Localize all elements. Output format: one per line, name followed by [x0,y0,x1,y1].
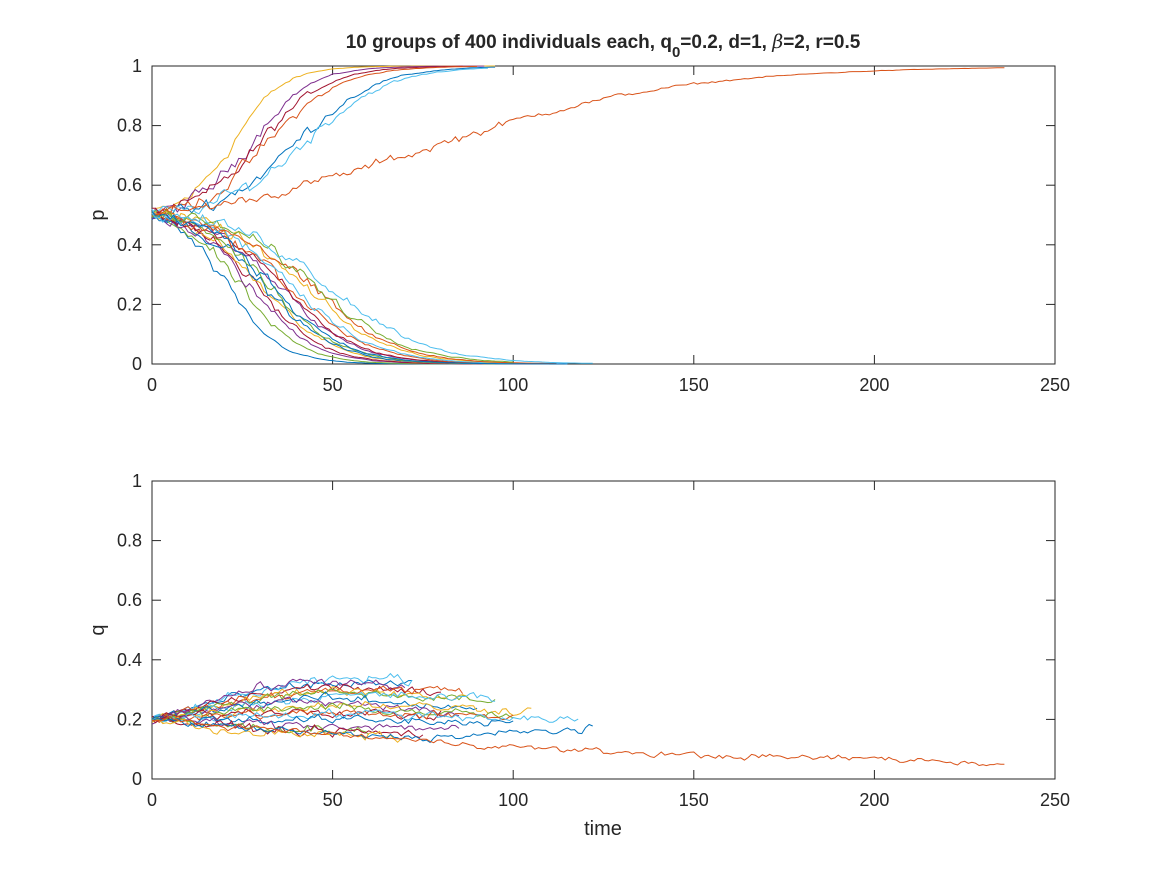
q-x-tick-label: 50 [323,790,343,810]
q-x-tick-label: 150 [679,790,709,810]
p-series-line-6 [151,67,488,215]
p-series-line-21 [151,211,514,363]
p-series-line-20 [151,208,557,364]
p-series-line-16 [152,207,496,364]
p-x-tick-label: 250 [1040,375,1070,395]
q-x-tick-label: 100 [498,790,528,810]
p-series-line-5 [151,66,496,221]
q-series-line-10 [151,696,460,721]
q-axes-ticks: 0 50 100 150 200 250 0 0.2 0.4 0.6 0.8 1 [117,471,1070,810]
q-series-line-17 [151,714,460,731]
p-series-line-3 [151,65,463,217]
q-series-line-22 [151,715,1005,767]
q-series-line-7 [151,688,496,722]
q-series-line-11 [151,701,532,723]
p-y-tick-label: 0.4 [117,235,142,255]
p-series-line-18 [151,208,514,364]
q-series-line-2 [151,672,413,720]
p-axes-ticks: 0 50 100 150 200 250 0 0.2 0.4 0.6 0.8 1 [117,56,1070,395]
q-y-tick-label: 0.2 [117,709,142,729]
q-series-line-20 [151,718,405,743]
p-axes-box [151,65,1056,365]
p-x-tick-label: 200 [859,375,889,395]
p-x-tick-label: 50 [323,375,343,395]
p-y-tick-label: 0.6 [117,175,142,195]
q-series-line-14 [151,709,514,724]
x-axis-label: time [584,818,622,840]
p-x-tick-label: 100 [498,375,528,395]
q-y-axis-label: q [87,624,109,635]
p-y-tick-label: 0 [132,354,142,374]
chart-title: 10 groups of 400 individuals each, q0=0.… [346,31,861,61]
q-series-line-12 [151,702,514,724]
p-series-group [151,65,1005,365]
p-y-axis-label: p [87,209,109,220]
q-series-line-16 [151,713,514,727]
q-y-tick-label: 0.8 [117,531,142,551]
q-y-tick-label: 0.4 [117,650,142,670]
p-axes: 0 50 100 150 200 250 0 0.2 0.4 0.6 0.8 1 p [87,56,1070,395]
q-series-line-13 [151,708,442,721]
q-x-tick-label: 250 [1040,790,1070,810]
q-x-tick-label: 0 [147,790,157,810]
p-x-tick-label: 150 [679,375,709,395]
q-series-line-21 [151,717,593,744]
q-y-tick-label: 0.6 [117,590,142,610]
q-series-line-6 [151,685,464,723]
q-series-group [151,672,1005,767]
p-y-tick-label: 0.8 [117,116,142,136]
p-series-line-23 [151,211,568,365]
p-series-line-22 [151,212,593,364]
q-y-tick-label: 0 [132,769,142,789]
q-x-tick-label: 200 [859,790,889,810]
p-x-tick-label: 0 [147,375,157,395]
q-axes-box [151,480,1056,780]
q-axes: 0 50 100 150 200 250 0 0.2 0.4 0.6 0.8 1 q time [87,471,1070,840]
q-y-tick-label: 1 [132,471,142,491]
p-series-line-7 [151,67,1005,218]
p-y-tick-label: 0.2 [117,294,142,314]
p-y-tick-label: 1 [132,56,142,76]
